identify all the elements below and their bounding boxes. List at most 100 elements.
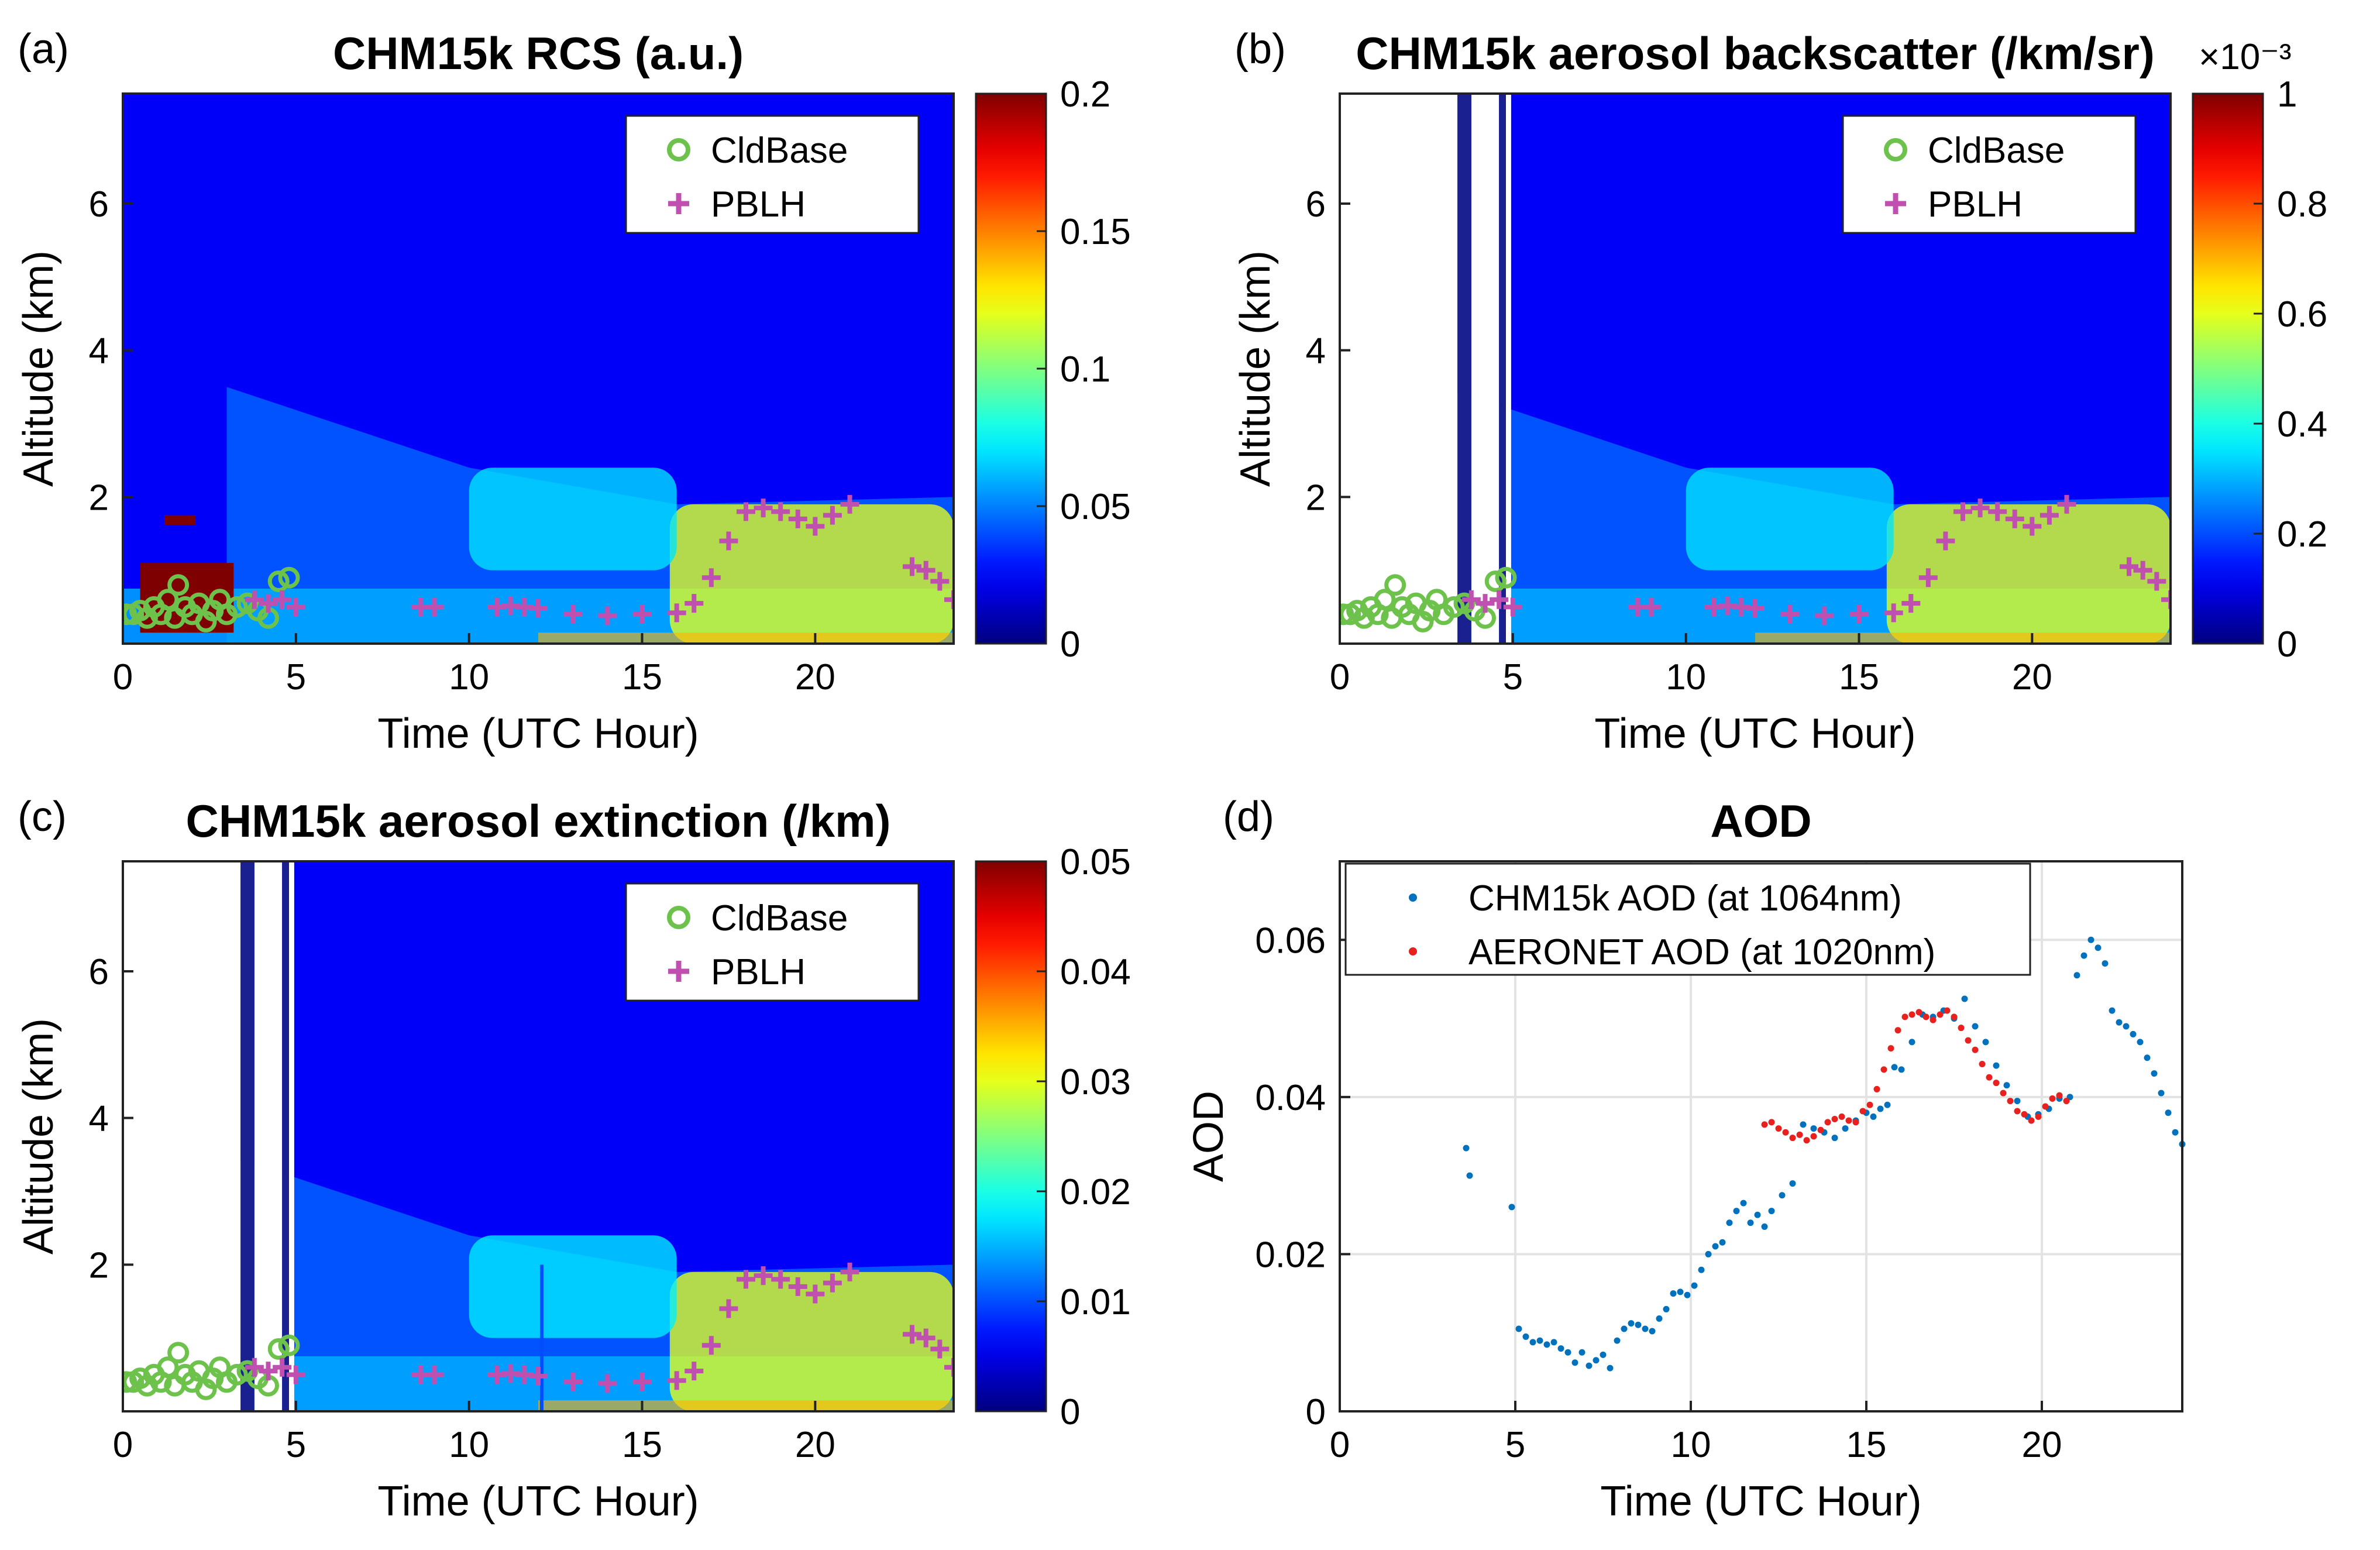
cldbase-marker (1374, 589, 1396, 611)
x-tick-label: 5 (286, 657, 306, 697)
legend-cldbase-symbol (667, 906, 690, 929)
data-point-series-0 (2109, 1007, 2116, 1014)
cldbase-marker (1484, 570, 1507, 592)
colorbar-tick-label: 0.8 (2277, 184, 2327, 225)
heatmap-blank-region-1 (254, 861, 283, 1411)
aod-panel-d: 0 5 10 15 20 0 0.02 0.04 0.06 AOD Time (UTC Hour) A… (1185, 793, 2186, 1525)
data-point-series-0 (1789, 1180, 1796, 1187)
cldbase-marker (1443, 596, 1465, 618)
data-point-series-0 (1972, 1023, 1979, 1030)
pblh-marker (598, 1374, 617, 1393)
data-point-series-0 (1733, 1208, 1740, 1215)
data-point-series-1 (1845, 1117, 1852, 1124)
x-axis-label: Time (UTC Hour) (377, 710, 699, 757)
data-point-series-0 (1768, 1208, 1775, 1215)
x-tick-label: 0 (1330, 1425, 1350, 1465)
x-tick-label: 20 (2012, 657, 2052, 697)
data-point-series-0 (1515, 1325, 1522, 1332)
legend-cldbase-symbol (1884, 138, 1907, 161)
cldbase-marker (157, 1356, 179, 1379)
pblh-marker (771, 1270, 790, 1289)
pblh-marker (2147, 572, 2166, 591)
x-tick-label: 20 (795, 1425, 835, 1465)
data-point-series-0 (2123, 1023, 2130, 1030)
data-point-series-0 (1635, 1321, 1642, 1328)
heatmap-plot-area (1340, 94, 2171, 644)
legend: CldBase PBLH (1842, 115, 2137, 234)
heatmap-aerosol-layer-1 (469, 1235, 677, 1338)
heatmap-aerosol-layer-0 (669, 504, 954, 644)
chart-title: CHM15k RCS (a.u.) (333, 28, 744, 79)
aod-axes-box (1339, 860, 2183, 1412)
pblh-marker (1815, 606, 1834, 626)
pblh-marker (685, 594, 704, 613)
colorbar-tick-label: 0 (1060, 624, 1080, 665)
data-point-series-0 (1543, 1341, 1550, 1348)
heatmap-plot-area (123, 861, 954, 1411)
colorbar-tick-label: 0.2 (1060, 74, 1110, 115)
heatmap-blank-region-0 (123, 861, 241, 1411)
pblh-marker (273, 1357, 292, 1377)
data-point-series-0 (2073, 972, 2080, 979)
y-tick-label: 0.02 (1255, 1235, 1326, 1275)
pblh-marker (930, 572, 950, 591)
data-point-series-1 (1775, 1125, 1782, 1132)
data-point-series-1 (1930, 1016, 1937, 1023)
data-point-series-0 (1800, 1121, 1807, 1128)
pblh-marker (806, 517, 825, 536)
data-point-series-1 (2035, 1113, 2042, 1120)
colorbar (975, 860, 1047, 1412)
heatmap-blank-region-2 (289, 861, 294, 1411)
data-point-series-0 (2087, 936, 2094, 943)
legend: CldBase PBLH (625, 115, 920, 234)
y-tick-label: 6 (89, 952, 109, 992)
heatmap-gap-band (1457, 94, 1471, 644)
heatmap-surface-streak (538, 1400, 954, 1411)
x-tick-label: 15 (1846, 1425, 1887, 1465)
data-point-series-0 (1754, 1211, 1761, 1218)
heatmap-gap-band (1499, 94, 1506, 644)
pblh-marker (930, 1339, 950, 1359)
x-tick-label: 20 (2022, 1425, 2062, 1465)
y-tick-label: 4 (89, 1099, 109, 1139)
data-point-series-1 (1789, 1135, 1796, 1142)
data-point-series-1 (1810, 1133, 1817, 1140)
data-point-series-0 (1529, 1339, 1536, 1346)
data-point-series-0 (2144, 1054, 2151, 1061)
colorbar-tick-label: 0.1 (1060, 349, 1110, 390)
legend-box (1344, 862, 2031, 976)
pblh-marker (286, 597, 305, 617)
data-point-series-0 (1779, 1192, 1786, 1199)
data-point-series-1 (2007, 1098, 2014, 1105)
pblh-marker (737, 502, 755, 521)
x-tick-label: 10 (1671, 1425, 1711, 1465)
data-point-series-0 (2014, 1098, 2021, 1105)
data-point-series-1 (1768, 1119, 1775, 1126)
heatmap-axes-box (1339, 92, 2172, 645)
x-tick-label: 0 (113, 1425, 133, 1465)
data-point-series-1 (2056, 1092, 2063, 1099)
y-tick-label: 2 (1306, 477, 1326, 518)
legend-label: CHM15k AOD (at 1064nm) (1468, 878, 1902, 919)
cldbase-marker (226, 1363, 248, 1386)
heatmap-blank-region-2 (1506, 94, 1511, 644)
data-point-series-0 (1842, 1125, 1849, 1132)
data-point-series-0 (1831, 1135, 1838, 1142)
data-point-series-1 (1880, 1066, 1887, 1073)
data-point-series-0 (1810, 1125, 1817, 1132)
pblh-marker (2161, 590, 2171, 609)
y-axis-label: Altitude (km) (15, 1018, 62, 1255)
data-point-series-0 (1463, 1145, 1470, 1152)
pblh-marker (823, 506, 842, 525)
legend-cldbase-symbol (667, 138, 690, 161)
pblh-marker (685, 1362, 704, 1381)
pblh-marker (701, 1336, 721, 1355)
cldbase-marker (267, 570, 290, 592)
data-point-series-1 (1782, 1129, 1789, 1136)
colorbar-tick-label: 0.6 (2277, 294, 2327, 335)
cldbase-marker (267, 1338, 290, 1360)
legend-label: CldBase (711, 130, 848, 171)
x-tick-label: 15 (622, 657, 662, 697)
x-tick-label: 15 (1839, 657, 1879, 697)
pblh-marker (1780, 604, 1800, 624)
